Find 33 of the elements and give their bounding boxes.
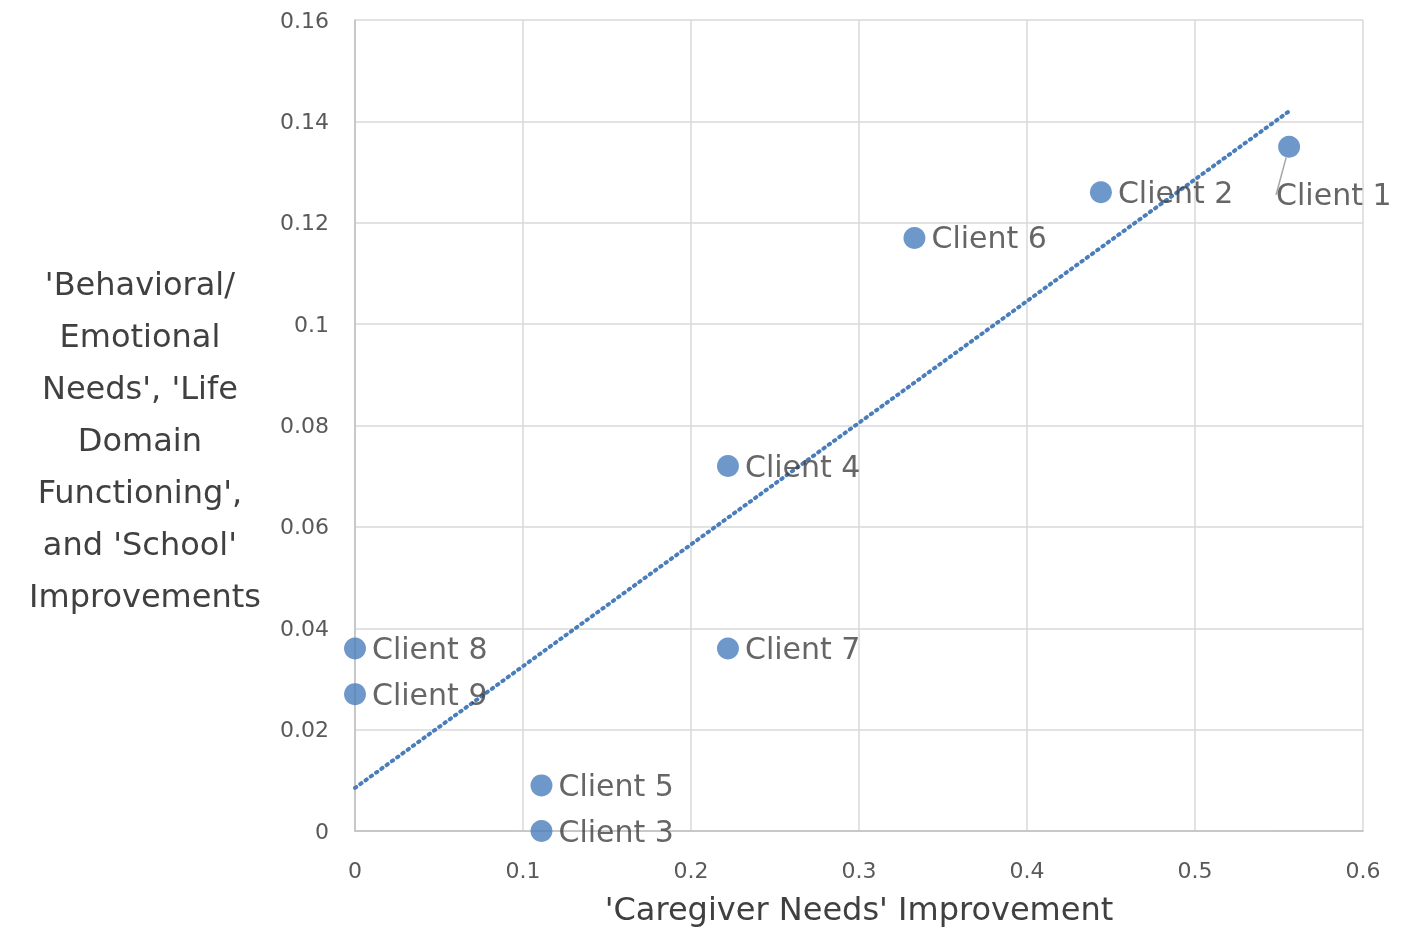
y-tick-label: 0.02 [280,717,329,743]
x-tick-label: 0.1 [505,857,541,883]
x-tick-label: 0 [348,857,362,883]
annotation: Client 8 [372,631,488,667]
point [1278,135,1301,158]
annotation: Client 5 [558,767,674,803]
y-tick-label: 0.14 [280,108,329,134]
x-tick-label: 0.5 [1177,857,1213,883]
y-tick-label: 0.12 [280,210,329,236]
point [344,683,366,706]
annotation: Client 6 [931,220,1047,256]
y-tick-label: 0 [315,818,329,844]
x-axis-title: 'Caregiver Needs' Improvement [604,890,1114,928]
point [530,820,553,842]
y-tick-label: 0.08 [280,413,329,438]
y-tick-label: 0.16 [280,7,329,33]
y-tick-label: 0.04 [280,615,329,641]
y-axis-title: 'Behavioral/ Emotional Needs', 'Life Domain Functioning', and 'School' Improvements [29,265,261,615]
point [903,226,926,249]
x-tick-label: 0.2 [673,857,709,883]
point [344,637,366,660]
annotation: Client 7 [744,631,861,667]
x-tick-label: 0.4 [1009,857,1045,883]
annotation: Client 3 [558,813,674,849]
x-tick-label: 0.3 [841,857,877,883]
point [1089,181,1112,204]
point [716,455,739,478]
y-tick-label: 0.06 [280,514,329,540]
point [530,774,553,797]
annotation: Client 1 [1276,177,1392,213]
x-tick-label: 0.6 [1345,857,1381,883]
point [716,637,739,660]
y-tick-label: 0.1 [294,311,329,337]
